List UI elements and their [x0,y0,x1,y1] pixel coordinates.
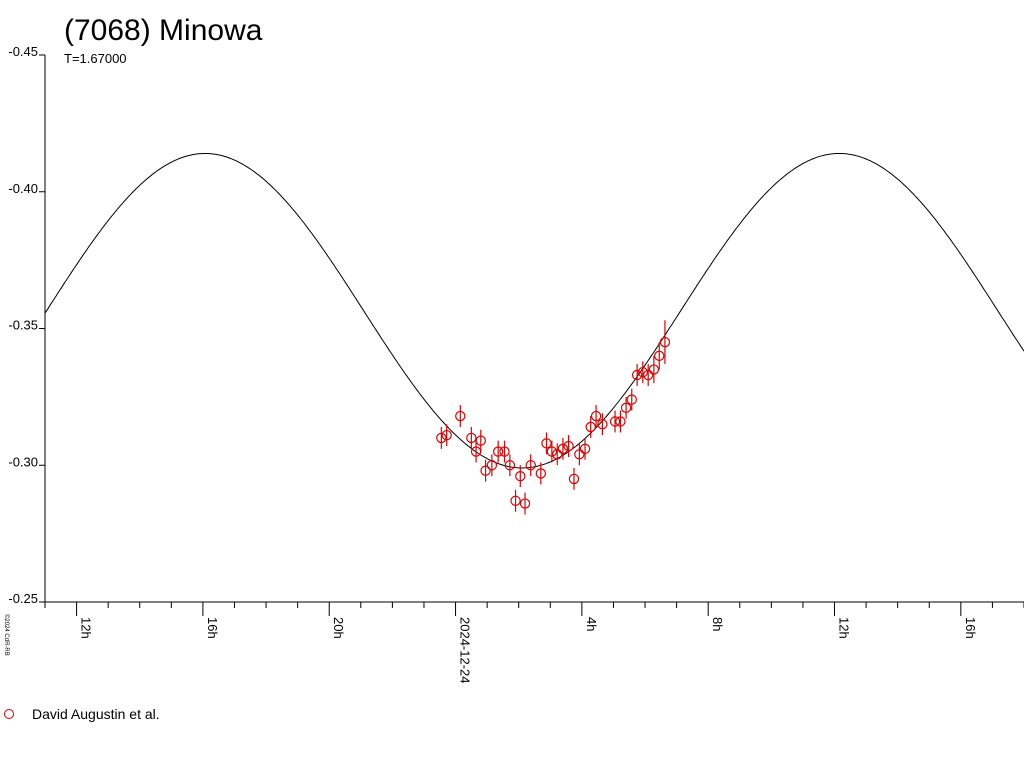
data-point [609,410,621,433]
data-point [436,426,447,449]
legend-marker-icon [4,709,14,719]
x-tick-label: 20h [331,617,346,639]
x-tick-label: 4h [584,617,599,631]
data-point [475,429,487,452]
point-marker [579,443,591,455]
data-point [455,405,466,427]
model-curve-layer [44,153,1024,469]
point-marker [615,416,626,427]
point-marker [654,350,665,362]
data-point [504,454,516,477]
data-point [585,416,596,438]
data-point [615,410,626,433]
point-marker [525,460,536,471]
model-curve [44,153,1024,469]
axes: -0.45 -0.40 -0.35 -0.30 -0.25 12h 16h 20h 2024-1… [8,44,1024,684]
x-tick-label: 16h [205,617,220,639]
y-tick-label: -0.40 [8,181,38,196]
x-tick-label: 12h [837,617,852,639]
point-marker [585,421,596,433]
data-point [546,440,558,463]
point-marker [552,449,563,460]
point-marker [557,443,569,455]
data-points-layer [436,320,671,515]
data-point [470,440,482,463]
data-point [590,405,602,427]
point-marker [574,449,585,460]
point-marker [475,435,487,446]
legend: David Augustin et al. [4,704,160,724]
y-tick-label: -0.30 [8,454,38,469]
chart-title: (7068) Minowa [64,14,263,47]
point-marker [609,416,621,427]
data-point [659,320,671,365]
point-marker [436,432,447,444]
x-tick-label: 8h [710,617,725,631]
point-marker [486,460,498,471]
point-marker [541,438,552,449]
data-point [441,424,452,447]
data-point [515,465,526,488]
point-marker [519,498,531,509]
data-point [492,440,504,463]
point-marker [631,369,643,381]
point-marker [492,446,504,457]
x-tick-label: 2024-12-24 [458,617,473,684]
data-point [563,435,574,458]
data-point [552,443,563,466]
point-marker [659,336,671,348]
point-marker [648,364,660,375]
point-marker [441,429,452,441]
point-marker [515,470,526,482]
point-marker [597,419,608,430]
point-marker [563,440,574,452]
point-marker [568,473,580,485]
data-point [557,437,569,460]
legend-label: David Augustin et al. [32,706,160,722]
y-tick-label: -0.45 [8,44,38,59]
data-point [466,426,477,449]
data-point [637,361,649,384]
point-marker [510,495,521,507]
data-point [631,364,643,386]
data-point [519,492,531,515]
data-point [499,440,510,463]
data-point [574,443,585,466]
point-marker [466,432,477,444]
data-point [525,454,536,477]
point-marker [626,394,637,405]
point-marker [455,410,466,422]
data-point [579,437,591,460]
point-marker [504,460,516,471]
data-point [626,388,637,411]
data-point [648,355,660,384]
point-marker [590,410,602,422]
x-tick-label: 12h [79,617,94,639]
data-point [597,413,608,436]
point-marker [499,446,510,457]
data-point [541,432,552,455]
data-point [535,462,547,485]
y-tick-label: -0.35 [8,318,38,333]
point-marker [642,369,654,381]
data-point [642,364,654,386]
data-point [620,396,632,419]
data-point [654,342,665,370]
chart-subtitle: T=1.67000 [64,51,127,66]
point-marker [637,367,649,378]
data-point [480,459,491,482]
data-point [486,454,498,477]
y-tick-label: -0.25 [8,591,38,606]
point-marker [480,465,491,476]
point-marker [620,402,632,414]
point-marker [535,468,547,479]
credit-label: ©2024 CdR-RB [3,614,10,656]
x-tick-label: 16h [963,617,978,639]
data-point [510,489,521,512]
data-point [568,467,580,490]
point-marker [546,446,558,457]
